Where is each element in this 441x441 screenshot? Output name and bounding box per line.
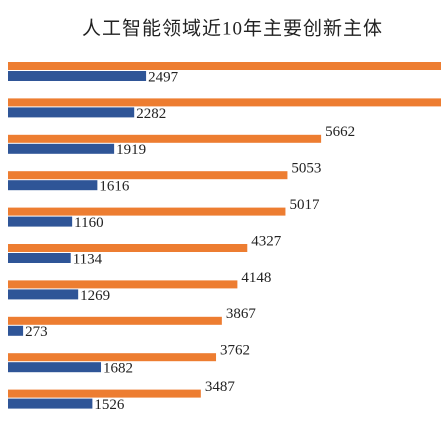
bar xyxy=(8,71,147,81)
value-label: 1919 xyxy=(116,142,146,158)
value-label: 1682 xyxy=(103,361,133,377)
value-label: 4327 xyxy=(251,233,281,249)
bar xyxy=(8,107,135,118)
bar xyxy=(8,134,322,143)
value-label: 1269 xyxy=(80,288,110,304)
bar xyxy=(8,316,222,325)
value-label: 1160 xyxy=(74,215,103,231)
value-label: 5017 xyxy=(289,197,320,213)
value-label: 3487 xyxy=(205,379,236,395)
value-label: 5662 xyxy=(325,124,355,140)
bar xyxy=(8,398,93,409)
bar xyxy=(8,98,441,107)
value-label: 3762 xyxy=(220,343,250,359)
bar xyxy=(8,353,217,362)
value-label: 273 xyxy=(25,324,48,340)
bar xyxy=(8,143,115,154)
bar xyxy=(8,325,24,336)
value-label: 5053 xyxy=(291,161,321,177)
bar xyxy=(8,289,79,300)
chart-title: 人工智能领域近10年主要创新主体 xyxy=(82,17,383,39)
bar xyxy=(8,207,286,216)
value-label: 1134 xyxy=(73,251,103,267)
value-label: 1616 xyxy=(99,179,130,195)
value-label: 4148 xyxy=(241,270,271,286)
bar xyxy=(8,253,71,263)
bar xyxy=(8,171,288,180)
value-label: 2282 xyxy=(136,106,166,122)
value-label: 2497 xyxy=(148,69,179,85)
bar xyxy=(8,216,73,227)
value-label: 1526 xyxy=(94,397,125,413)
value-label: 3867 xyxy=(226,306,256,322)
bar xyxy=(8,244,248,252)
bar xyxy=(8,180,98,191)
bar xyxy=(8,62,441,70)
bar xyxy=(8,389,201,398)
bar xyxy=(8,280,238,289)
bar xyxy=(8,362,102,373)
